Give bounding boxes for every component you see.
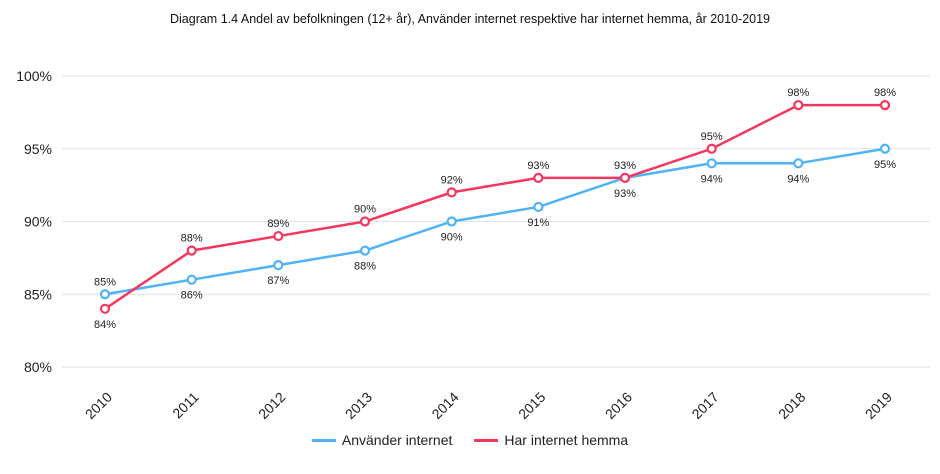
data-label: 90% (441, 232, 463, 244)
data-point (99, 303, 111, 314)
data-point (359, 216, 371, 227)
data-point (446, 216, 457, 227)
legend-label: Har internet hemma (504, 432, 629, 448)
legend-swatch (474, 438, 499, 442)
x-tick-label: 2015 (515, 389, 548, 422)
data-label: 89% (267, 218, 289, 230)
y-tick-label: 95% (24, 141, 52, 157)
data-point (533, 201, 544, 213)
data-label: 86% (181, 290, 203, 302)
data-point (99, 289, 111, 300)
series-line (104, 147, 886, 296)
data-point (706, 143, 717, 154)
data-point (879, 99, 891, 111)
legend-swatch (311, 438, 336, 442)
data-point (879, 143, 891, 154)
x-tick-label: 2010 (82, 389, 115, 422)
data-label: 90% (354, 204, 376, 216)
data-label: 88% (181, 233, 203, 245)
x-tick-label: 2012 (255, 389, 288, 422)
data-label: 85% (94, 276, 116, 288)
chart-title: Diagram 1.4 Andel av befolkningen (12+ å… (169, 12, 770, 26)
x-tick-label: 2019 (862, 389, 895, 422)
data-label: 88% (354, 261, 376, 273)
legend-item-anvander-internet[interactable]: Använder internet (311, 432, 453, 448)
data-point (273, 260, 284, 271)
data-label: 84% (94, 319, 116, 331)
data-label: 98% (874, 87, 896, 99)
x-tick-label: 2017 (688, 389, 721, 422)
data-label: 93% (527, 160, 549, 172)
data-label: 94% (787, 173, 809, 185)
x-tick-label: 2016 (602, 389, 635, 422)
data-point (793, 158, 804, 169)
y-tick-label: 80% (24, 359, 52, 375)
x-tick-label: 2018 (775, 389, 808, 422)
data-point (359, 245, 371, 256)
data-point (446, 187, 457, 198)
data-label: 94% (701, 173, 723, 185)
data-label: 93% (614, 160, 636, 172)
series-line (104, 103, 885, 310)
y-tick-label: 90% (24, 214, 52, 230)
data-point (273, 230, 284, 242)
x-tick-label: 2014 (428, 389, 461, 422)
data-label: 98% (787, 87, 809, 99)
data-point (619, 172, 631, 183)
x-tick-label: 2013 (342, 389, 375, 422)
y-tick-label: 85% (24, 286, 52, 302)
data-label: 93% (614, 188, 636, 200)
y-tick-label: 100% (16, 68, 52, 84)
data-point (533, 172, 544, 183)
data-label: 92% (441, 174, 463, 186)
data-label: 95% (874, 159, 896, 171)
x-tick-label: 2011 (169, 389, 202, 422)
legend-label: Använder internet (341, 432, 453, 448)
data-point (186, 274, 197, 285)
data-label: 95% (701, 131, 723, 143)
data-point (793, 99, 804, 111)
data-label: 87% (267, 275, 289, 287)
data-point (706, 158, 717, 169)
data-label: 91% (527, 217, 549, 229)
legend-item-har-internet-hemma[interactable]: Har internet hemma (474, 432, 628, 448)
data-point (186, 245, 197, 256)
legend: Använder internet Har internet hemma (0, 432, 940, 448)
